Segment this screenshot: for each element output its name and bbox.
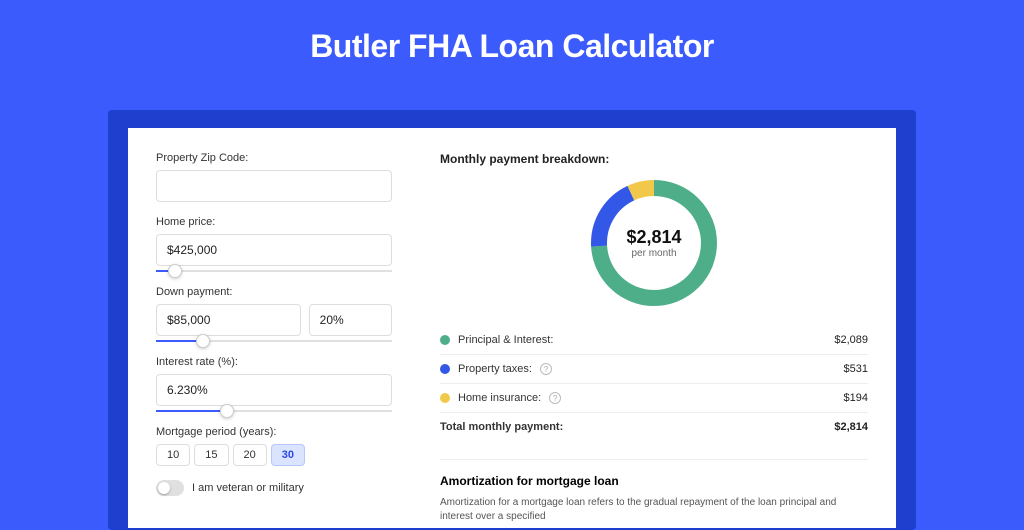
breakdown-row-value: $194 (844, 392, 868, 404)
breakdown-row-value: $2,089 (834, 334, 868, 346)
swatch-icon (440, 335, 450, 345)
mortgage-period-tab-10[interactable]: 10 (156, 444, 190, 466)
interest-rate-slider-fill (156, 410, 227, 412)
interest-rate-slider[interactable] (156, 410, 392, 412)
donut-sub: per month (631, 248, 676, 259)
veteran-label: I am veteran or military (192, 482, 304, 494)
zip-input[interactable] (156, 170, 392, 202)
info-icon[interactable]: ? (549, 392, 561, 404)
donut-chart-wrap: $2,814 per month (440, 178, 868, 308)
breakdown-row-value: $531 (844, 363, 868, 375)
down-payment-field: Down payment: (156, 286, 392, 342)
breakdown-rows: Principal & Interest: $2,089 Property taxe… (440, 326, 868, 412)
breakdown-title: Monthly payment breakdown: (440, 152, 868, 166)
info-icon[interactable]: ? (540, 363, 552, 375)
interest-rate-label: Interest rate (%): (156, 356, 392, 368)
breakdown-row-label: Home insurance: (458, 392, 541, 404)
home-price-label: Home price: (156, 216, 392, 228)
breakdown-total-value: $2,814 (834, 421, 868, 433)
zip-field: Property Zip Code: (156, 152, 392, 202)
donut-center: $2,814 per month (589, 178, 719, 308)
breakdown-total-row: Total monthly payment: $2,814 (440, 412, 868, 441)
breakdown-row-left: Home insurance:? (440, 392, 561, 404)
mortgage-period-tab-15[interactable]: 15 (194, 444, 228, 466)
donut-chart: $2,814 per month (589, 178, 719, 308)
down-payment-percent-input[interactable] (309, 304, 392, 336)
breakdown-row-tax: Property taxes:? $531 (440, 354, 868, 383)
down-payment-amount-input[interactable] (156, 304, 301, 336)
down-payment-slider[interactable] (156, 340, 392, 342)
amortization-text: Amortization for a mortgage loan refers … (440, 496, 868, 524)
swatch-icon (440, 364, 450, 374)
donut-amount: $2,814 (626, 227, 681, 248)
breakdown-total-label: Total monthly payment: (440, 421, 563, 433)
breakdown-column: Monthly payment breakdown: $2,814 per mo… (416, 152, 868, 504)
home-price-field: Home price: (156, 216, 392, 272)
mortgage-period-field: Mortgage period (years): 10152030 (156, 426, 392, 466)
interest-rate-slider-thumb[interactable] (220, 404, 234, 418)
mortgage-period-tab-30[interactable]: 30 (271, 444, 305, 466)
interest-rate-field: Interest rate (%): (156, 356, 392, 412)
home-price-input[interactable] (156, 234, 392, 266)
calculator-card: Property Zip Code: Home price: Down paym… (128, 128, 896, 528)
breakdown-row-left: Property taxes:? (440, 363, 552, 375)
down-payment-label: Down payment: (156, 286, 392, 298)
breakdown-row-left: Principal & Interest: (440, 334, 553, 346)
home-price-slider[interactable] (156, 270, 392, 272)
veteran-field: I am veteran or military (156, 480, 392, 496)
veteran-toggle[interactable] (156, 480, 184, 496)
page-title: Butler FHA Loan Calculator (0, 0, 1024, 89)
swatch-icon (440, 393, 450, 403)
interest-rate-input[interactable] (156, 374, 392, 406)
home-price-slider-thumb[interactable] (168, 264, 182, 278)
mortgage-period-tabs: 10152030 (156, 444, 392, 466)
breakdown-row-label: Principal & Interest: (458, 334, 553, 346)
down-payment-slider-thumb[interactable] (196, 334, 210, 348)
mortgage-period-tab-20[interactable]: 20 (233, 444, 267, 466)
mortgage-period-label: Mortgage period (years): (156, 426, 392, 438)
zip-label: Property Zip Code: (156, 152, 392, 164)
breakdown-row-label: Property taxes: (458, 363, 532, 375)
amortization-title: Amortization for mortgage loan (440, 459, 868, 488)
inputs-column: Property Zip Code: Home price: Down paym… (156, 152, 416, 504)
breakdown-row-ins: Home insurance:? $194 (440, 383, 868, 412)
breakdown-row-pi: Principal & Interest: $2,089 (440, 326, 868, 354)
